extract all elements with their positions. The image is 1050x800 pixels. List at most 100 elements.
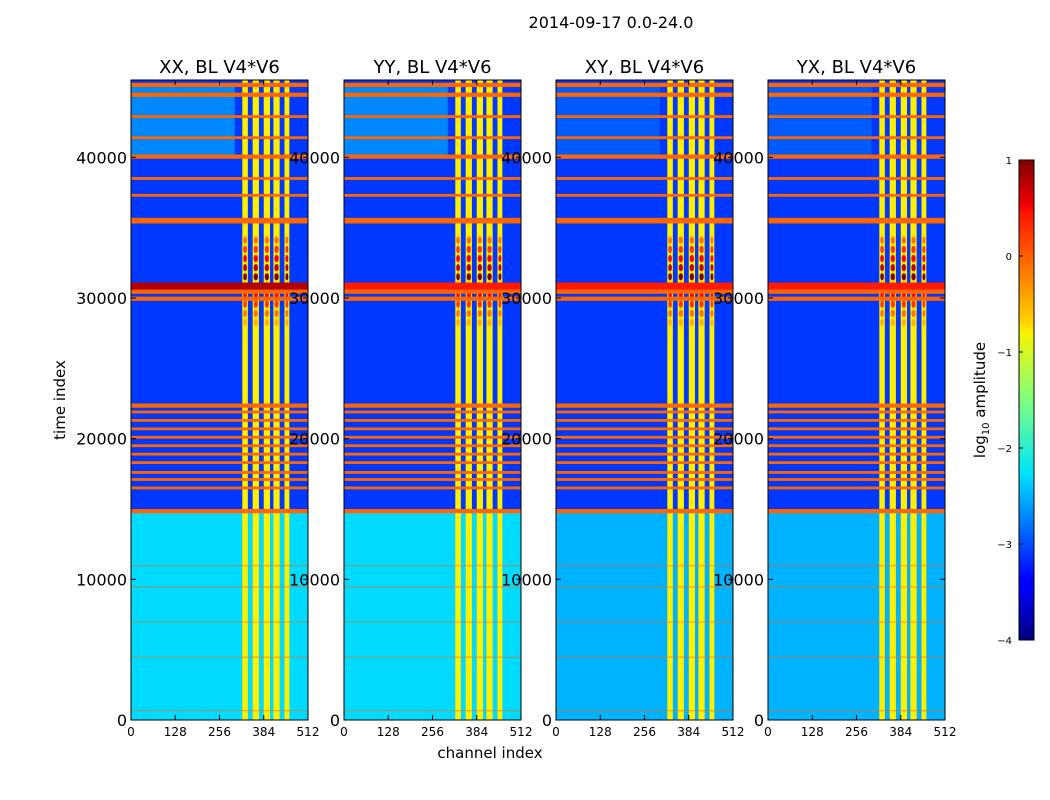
rfi-event-block <box>253 309 258 318</box>
flagged-band <box>344 478 521 481</box>
rfi-event-block <box>880 309 884 318</box>
rfi-event-block <box>668 236 672 244</box>
flagged-band <box>556 177 733 180</box>
flagged-band <box>131 452 308 456</box>
rfi-event-block <box>689 309 694 318</box>
flagged-band <box>344 217 521 224</box>
rfi-event-block <box>678 273 683 281</box>
rfi-event-block <box>880 300 884 308</box>
panel-1: XX, BL V4*V6 0 128 256 384 512 0 10000 20000 3000… <box>76 57 319 739</box>
rfi-event-block <box>880 263 884 272</box>
rfi-event-block <box>890 273 895 281</box>
flagged-band <box>131 177 308 180</box>
rfi-event-block <box>689 245 694 254</box>
rfi-channel-stripe <box>242 80 248 720</box>
rfi-event-block <box>699 263 704 272</box>
x-tick-label: 384 <box>465 725 488 739</box>
rfi-event-block <box>487 245 492 254</box>
rfi-event-block <box>668 318 672 327</box>
rfi-channel-stripe <box>889 80 896 720</box>
rfi-event-block <box>710 263 714 272</box>
rfi-event-block <box>922 273 926 281</box>
flagged-band <box>768 289 945 294</box>
flagged-band <box>131 418 308 422</box>
flagged-band <box>131 136 308 140</box>
rfi-event-block <box>253 318 258 327</box>
rfi-event-block <box>911 245 916 254</box>
flagged-band <box>344 461 521 464</box>
rfi-event-block <box>880 236 884 244</box>
rfi-event-block <box>243 273 247 281</box>
rfi-event-block <box>689 254 694 263</box>
flagged-band <box>131 461 308 464</box>
rfi-event-block <box>901 245 906 254</box>
rfi-event-block <box>264 236 269 244</box>
flagged-band <box>768 427 945 431</box>
rfi-event-block <box>668 300 672 308</box>
top-noise-patch <box>768 87 872 155</box>
rfi-channel-stripe <box>910 80 917 720</box>
flagged-line <box>131 586 308 588</box>
rfi-event-block <box>498 245 502 254</box>
rfi-event-block <box>466 263 471 272</box>
y-tick-label: 30000 <box>713 289 764 308</box>
rfi-channel-stripe <box>688 80 695 720</box>
flagged-line <box>768 586 945 588</box>
rfi-event-block <box>498 236 502 244</box>
rfi-event-block <box>901 318 906 327</box>
flagged-line <box>556 586 733 588</box>
rfi-event-block <box>243 318 247 327</box>
y-tick-label: 30000 <box>501 289 552 308</box>
rfi-event-block <box>922 300 926 308</box>
rfi-event-block <box>264 245 269 254</box>
flagged-band <box>131 289 308 294</box>
x-tick-label: 384 <box>677 725 700 739</box>
rfi-channel-stripe <box>900 80 907 720</box>
rfi-event-block <box>487 273 492 281</box>
rfi-event-block <box>901 300 906 308</box>
rfi-event-block <box>710 273 714 281</box>
rfi-event-block <box>668 254 672 263</box>
y-tick-label: 0 <box>542 711 552 730</box>
rfi-event-block <box>699 273 704 281</box>
colorbar-tick-label: −3 <box>997 540 1012 551</box>
rfi-event-block <box>456 245 460 254</box>
flagged-band <box>131 486 308 490</box>
x-tick-label: 512 <box>722 725 745 739</box>
x-tick-label: 0 <box>127 725 135 739</box>
rfi-event-block <box>880 318 884 327</box>
rfi-event-block <box>285 300 289 308</box>
rfi-event-block <box>456 309 460 318</box>
rfi-event-block <box>699 309 704 318</box>
rfi-event-block <box>477 254 482 263</box>
rfi-event-block <box>922 236 926 244</box>
rfi-event-block <box>890 309 895 318</box>
flagged-band <box>344 444 521 448</box>
rfi-event-block <box>456 273 460 281</box>
flagged-line <box>344 621 521 623</box>
rfi-channel-stripe <box>455 80 461 720</box>
rfi-event-block <box>668 245 672 254</box>
flagged-band <box>768 115 945 118</box>
x-tick-label: 0 <box>552 725 560 739</box>
rfi-event-block <box>285 263 289 272</box>
rfi-event-block <box>456 300 460 308</box>
panel-title: XY, BL V4*V6 <box>585 57 704 78</box>
flagged-band <box>556 486 733 490</box>
y-tick-label: 40000 <box>713 148 764 167</box>
flagged-band <box>131 471 308 474</box>
rfi-event-block <box>880 245 884 254</box>
broadband-event <box>556 282 733 291</box>
x-tick-label: 128 <box>801 725 824 739</box>
flagged-band <box>344 410 521 414</box>
flagged-band <box>131 154 308 159</box>
rfi-event-block <box>678 236 683 244</box>
panels: XX, BL V4*V6 0 128 256 384 512 0 10000 20000 3000… <box>76 57 956 739</box>
colorbar-gradient <box>1018 159 1035 641</box>
y-tick-label: 0 <box>754 711 764 730</box>
flagged-band <box>344 418 521 422</box>
y-tick-label: 10000 <box>501 570 552 589</box>
rfi-channel-stripe <box>273 80 280 720</box>
x-tick-label: 512 <box>510 725 533 739</box>
